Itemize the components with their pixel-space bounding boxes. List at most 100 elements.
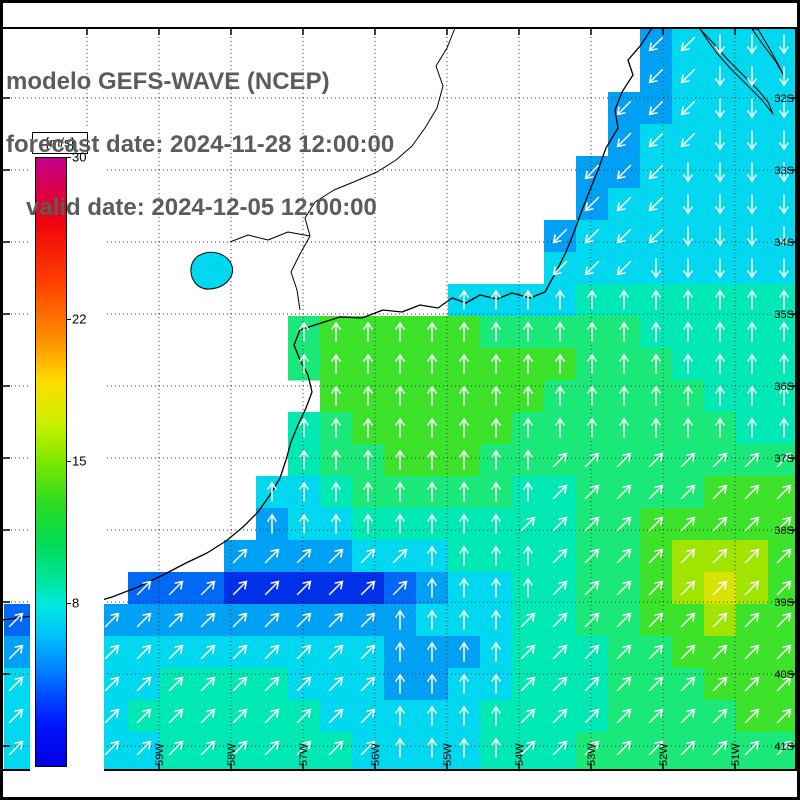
wave-direction-arrow — [616, 132, 632, 148]
arrow-glyph — [680, 36, 696, 52]
lon-label: 52W — [658, 743, 670, 766]
arrow-glyph — [618, 417, 630, 438]
wave-direction-arrow — [426, 513, 438, 534]
wave-direction-arrow — [458, 705, 470, 726]
arrow-glyph — [680, 452, 696, 468]
arrow-glyph — [200, 740, 216, 756]
wave-direction-arrow — [714, 417, 726, 438]
arrow-glyph — [232, 740, 248, 756]
arrow-glyph — [680, 676, 696, 692]
arrow-glyph — [136, 708, 152, 724]
wave-direction-arrow — [168, 644, 184, 660]
wave-direction-arrow — [586, 353, 598, 374]
arrow-glyph — [746, 321, 758, 342]
wave-direction-arrow — [168, 708, 184, 724]
arrow-glyph — [714, 321, 726, 342]
wave-direction-arrow — [168, 740, 184, 756]
wave-direction-arrow — [522, 577, 534, 598]
wave-direction-arrow — [458, 417, 470, 438]
arrow-glyph — [232, 548, 248, 564]
wave-cell — [640, 732, 673, 769]
arrow-glyph — [232, 644, 248, 660]
wave-direction-arrow — [362, 353, 374, 374]
arrow-glyph — [714, 289, 726, 310]
wave-direction-arrow — [650, 289, 662, 310]
wave-cell — [352, 732, 385, 769]
wave-direction-arrow — [328, 676, 344, 692]
wave-direction-arrow — [136, 740, 152, 756]
wave-direction-arrow — [712, 516, 728, 532]
arrow-glyph — [712, 516, 728, 532]
wave-direction-arrow — [490, 449, 502, 470]
wave-direction-arrow — [394, 705, 406, 726]
arrow-glyph — [394, 353, 406, 374]
arrow-glyph — [264, 548, 280, 564]
wave-direction-arrow — [648, 580, 664, 596]
wave-direction-arrow — [8, 644, 24, 660]
wave-cell — [768, 284, 796, 317]
wave-direction-arrow — [778, 417, 790, 438]
wave-direction-arrow — [8, 612, 24, 628]
lat-label: 41S — [774, 741, 794, 753]
arrow-glyph — [744, 612, 760, 628]
wave-direction-arrow — [296, 612, 312, 628]
colorbar-unit-label: [m/s] — [32, 132, 88, 154]
arrow-glyph — [264, 612, 280, 628]
wave-direction-arrow — [104, 612, 120, 628]
arrow-glyph — [584, 612, 600, 628]
wave-direction-arrow — [650, 258, 662, 279]
wave-direction-arrow — [616, 740, 632, 756]
arrow-glyph — [616, 676, 632, 692]
wave-direction-arrow — [264, 612, 280, 628]
arrow-glyph — [426, 737, 438, 758]
arrow-glyph — [616, 100, 632, 116]
coastline-path — [1, 27, 653, 621]
arrow-glyph — [616, 196, 632, 212]
arrow-glyph — [552, 676, 568, 692]
arrow-glyph — [360, 676, 376, 692]
arrow-glyph — [426, 353, 438, 374]
arrow-glyph — [616, 612, 632, 628]
arrow-glyph — [298, 353, 310, 374]
wave-direction-arrow — [746, 194, 758, 215]
arrow-glyph — [778, 194, 790, 215]
wave-direction-arrow — [746, 417, 758, 438]
arrow-glyph — [616, 740, 632, 756]
wave-cell — [768, 604, 796, 637]
arrow-glyph — [360, 740, 376, 756]
wave-direction-arrow — [8, 676, 24, 692]
wave-direction-arrow — [232, 740, 248, 756]
wave-direction-arrow — [458, 673, 470, 694]
wave-direction-arrow — [616, 164, 632, 180]
arrow-glyph — [266, 513, 278, 534]
wave-direction-arrow — [744, 644, 760, 660]
arrow-glyph — [680, 484, 696, 500]
arrow-glyph — [328, 708, 344, 724]
arrow-glyph — [714, 194, 726, 215]
wave-direction-arrow — [682, 321, 694, 342]
arrow-glyph — [458, 705, 470, 726]
wave-direction-arrow — [746, 289, 758, 310]
wave-direction-arrow — [330, 385, 342, 406]
wave-direction-arrow — [552, 580, 568, 596]
arrow-glyph — [680, 612, 696, 628]
arrow-glyph — [778, 321, 790, 342]
arrow-glyph — [586, 353, 598, 374]
arrow-glyph — [232, 612, 248, 628]
arrow-glyph — [490, 385, 502, 406]
wave-direction-arrow — [232, 548, 248, 564]
wave-direction-arrow — [200, 708, 216, 724]
wave-direction-arrow — [426, 545, 438, 566]
wave-direction-arrow — [104, 740, 120, 756]
arrow-glyph — [744, 708, 760, 724]
arrow-glyph — [682, 353, 694, 374]
arrow-glyph — [584, 260, 600, 276]
arrow-glyph — [778, 353, 790, 374]
wave-direction-arrow — [680, 644, 696, 660]
wave-direction-arrow — [680, 484, 696, 500]
arrow-glyph — [618, 289, 630, 310]
arrow-glyph — [680, 548, 696, 564]
arrow-glyph — [362, 481, 374, 502]
wave-direction-arrow — [298, 513, 310, 534]
